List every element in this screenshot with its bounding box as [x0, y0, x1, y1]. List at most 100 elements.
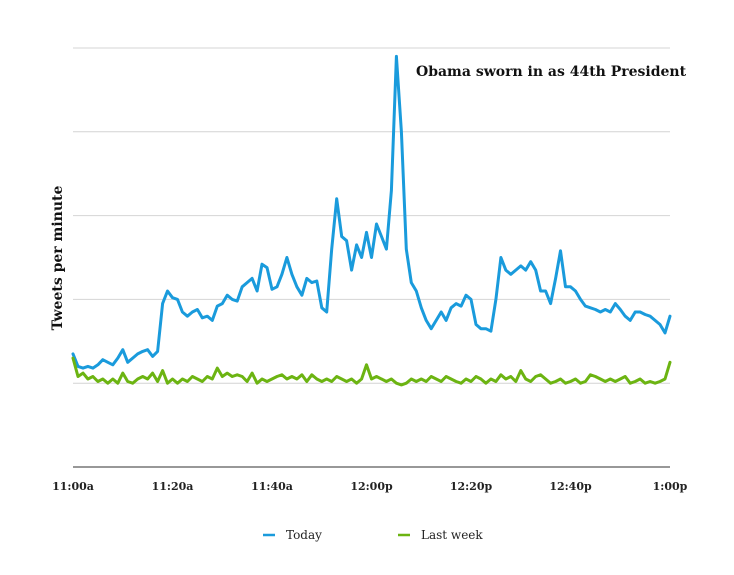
- data-point: [201, 316, 204, 320]
- data-point: [619, 308, 622, 311]
- data-point: [226, 371, 229, 375]
- data-point: [444, 319, 448, 322]
- data-point: [484, 327, 488, 330]
- legend-label-last-week: Last week: [421, 528, 483, 542]
- data-point: [648, 380, 652, 383]
- x-tick-label: 12:20p: [450, 480, 493, 493]
- data-point: [335, 197, 338, 201]
- data-point: [549, 382, 552, 385]
- data-point: [629, 319, 632, 322]
- data-point: [305, 380, 309, 383]
- data-point: [81, 371, 85, 375]
- data-point: [265, 266, 269, 269]
- data-point: [116, 356, 119, 360]
- data-point: [300, 294, 304, 297]
- data-point: [305, 277, 309, 280]
- data-point: [464, 377, 468, 381]
- x-tick-label: 11:40a: [251, 480, 293, 493]
- data-point: [235, 299, 239, 303]
- data-point: [494, 298, 498, 301]
- data-point: [434, 377, 438, 381]
- data-point: [101, 358, 105, 361]
- data-point: [534, 268, 537, 272]
- legend: Today Last week: [263, 528, 483, 542]
- data-point: [206, 314, 209, 318]
- data-point: [260, 263, 264, 266]
- data-point: [325, 310, 328, 314]
- data-point: [425, 319, 428, 322]
- data-point: [96, 380, 100, 383]
- data-point: [430, 327, 433, 330]
- data-point: [554, 277, 557, 280]
- data-point: [121, 348, 124, 351]
- data-point: [519, 264, 522, 268]
- data-point: [146, 348, 149, 351]
- data-point: [569, 285, 572, 289]
- data-point: [171, 377, 174, 381]
- y-axis-title: Tweets per minute: [50, 186, 66, 331]
- data-point: [454, 302, 458, 305]
- data-point: [544, 377, 547, 381]
- data-point: [569, 380, 572, 383]
- data-point: [509, 273, 512, 276]
- data-point: [614, 380, 617, 383]
- data-point: [633, 310, 637, 314]
- data-point: [151, 371, 154, 375]
- data-point: [126, 361, 129, 364]
- data-point: [479, 377, 483, 381]
- data-point: [554, 380, 557, 383]
- data-point: [624, 314, 627, 318]
- data-point: [345, 239, 348, 242]
- data-point: [245, 281, 249, 284]
- data-point: [385, 380, 388, 383]
- data-point: [415, 380, 418, 383]
- data-point: [295, 377, 299, 381]
- data-point: [111, 377, 115, 381]
- data-point: [439, 310, 443, 314]
- data-point: [221, 375, 224, 378]
- data-point: [658, 380, 662, 383]
- data-point: [330, 380, 333, 383]
- data-point: [245, 380, 249, 383]
- data-point: [310, 373, 313, 377]
- data-point: [126, 380, 129, 383]
- data-point: [489, 377, 493, 381]
- data-point: [240, 375, 244, 378]
- data-point: [275, 285, 279, 289]
- data-point: [186, 380, 189, 383]
- annotation-inauguration: Obama sworn in as 44th President: [416, 64, 687, 80]
- data-point: [360, 377, 363, 381]
- data-point: [564, 382, 567, 385]
- data-point: [360, 256, 363, 259]
- data-point: [156, 350, 159, 353]
- data-point: [375, 375, 378, 378]
- data-point: [285, 377, 289, 381]
- data-point: [474, 323, 478, 326]
- data-point: [320, 306, 323, 309]
- data-point: [335, 375, 338, 378]
- data-point: [395, 55, 398, 58]
- data-point: [375, 222, 378, 226]
- data-point: [285, 256, 289, 259]
- data-point: [111, 363, 115, 366]
- data-point: [221, 302, 224, 305]
- data-point: [584, 380, 587, 383]
- data-point: [131, 382, 134, 385]
- data-point: [315, 279, 318, 283]
- data-point: [350, 377, 353, 381]
- data-point: [255, 382, 259, 385]
- data-point: [211, 319, 214, 322]
- data-point: [71, 352, 75, 356]
- data-point: [514, 380, 517, 383]
- data-point: [668, 314, 672, 318]
- gridlines: [73, 47, 670, 468]
- data-point: [270, 377, 274, 381]
- data-point: [96, 363, 100, 366]
- data-point: [250, 371, 254, 375]
- data-point: [658, 323, 662, 326]
- data-point: [544, 289, 547, 293]
- data-point: [290, 375, 294, 378]
- data-point: [469, 298, 473, 301]
- data-point: [454, 380, 458, 383]
- data-point: [589, 306, 592, 309]
